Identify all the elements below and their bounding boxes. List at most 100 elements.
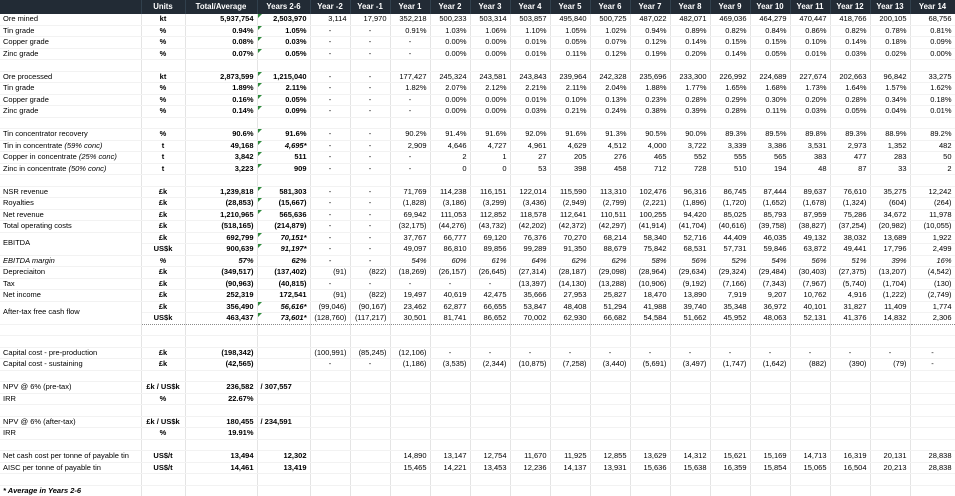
total-average-cell[interactable]: (518,165) xyxy=(185,220,258,233)
year-value-cell[interactable] xyxy=(470,473,511,486)
year-value-cell[interactable] xyxy=(750,439,791,451)
year-value-cell[interactable]: 14,713 xyxy=(790,450,831,463)
year-value-cell[interactable]: 2.21% xyxy=(510,82,551,95)
total-average-cell[interactable] xyxy=(185,473,258,486)
years-2-6-cell[interactable]: 0.05% xyxy=(257,48,311,60)
total-average-cell[interactable] xyxy=(185,117,258,129)
year-value-cell[interactable] xyxy=(350,450,391,463)
year-value-cell[interactable] xyxy=(670,117,711,129)
years-2-6-cell[interactable] xyxy=(257,439,311,451)
year-value-cell[interactable] xyxy=(310,404,351,417)
column-header-total-average[interactable]: Total/Average xyxy=(185,0,258,14)
year-value-cell[interactable]: 75,286 xyxy=(830,209,871,221)
year-value-cell[interactable]: (822) xyxy=(350,266,391,279)
year-value-cell[interactable] xyxy=(470,427,511,440)
year-value-cell[interactable]: 54% xyxy=(390,255,431,267)
year-value-cell[interactable]: (128,760) xyxy=(310,312,351,325)
year-value-cell[interactable] xyxy=(430,416,471,428)
year-value-cell[interactable]: 91.6% xyxy=(550,128,591,141)
year-value-cell[interactable] xyxy=(350,59,391,72)
year-value-cell[interactable]: (1,642) xyxy=(750,358,791,371)
year-value-cell[interactable]: (9,192) xyxy=(670,278,711,290)
unit-cell[interactable]: t xyxy=(141,140,186,152)
year-value-cell[interactable]: 52,131 xyxy=(790,312,831,325)
year-value-cell[interactable]: 40,619 xyxy=(430,289,471,302)
year-value-cell[interactable]: 0.14% xyxy=(830,36,871,49)
year-value-cell[interactable]: 53 xyxy=(510,163,551,175)
year-value-cell[interactable]: - xyxy=(350,151,391,164)
year-value-cell[interactable]: 4,961 xyxy=(510,140,551,152)
year-value-cell[interactable]: 0.81% xyxy=(910,25,955,37)
year-value-cell[interactable] xyxy=(590,117,631,129)
year-value-cell[interactable]: 227,674 xyxy=(790,71,831,83)
year-value-cell[interactable]: 0.12% xyxy=(630,36,671,49)
year-value-cell[interactable] xyxy=(310,117,351,129)
unit-cell[interactable]: US$k xyxy=(141,243,186,256)
row-label-zinc-in-concentrate[interactable]: Zinc in concentrate (50% conc) xyxy=(0,163,142,175)
row-label-spacer-8[interactable] xyxy=(0,439,142,451)
year-value-cell[interactable]: 4,646 xyxy=(430,140,471,152)
year-value-cell[interactable]: 54,584 xyxy=(630,312,671,325)
year-value-cell[interactable] xyxy=(710,59,751,72)
year-value-cell[interactable]: 85,793 xyxy=(750,209,791,221)
year-value-cell[interactable]: (7,967) xyxy=(790,278,831,290)
year-value-cell[interactable]: - xyxy=(390,278,431,290)
column-header-year-10[interactable]: Year 10 xyxy=(750,0,791,14)
year-value-cell[interactable]: (3,436) xyxy=(510,197,551,210)
row-label-nsr-revenue[interactable]: NSR revenue xyxy=(0,186,142,198)
year-value-cell[interactable]: 111,053 xyxy=(430,209,471,221)
years-2-6-cell[interactable] xyxy=(257,485,311,496)
year-value-cell[interactable] xyxy=(870,416,911,428)
year-value-cell[interactable]: (3,535) xyxy=(430,358,471,371)
total-average-cell[interactable]: 3,842 xyxy=(185,151,258,164)
year-value-cell[interactable]: 0.05% xyxy=(750,48,791,60)
year-value-cell[interactable]: 12,236 xyxy=(510,462,551,474)
year-value-cell[interactable] xyxy=(550,117,591,129)
year-value-cell[interactable] xyxy=(670,473,711,486)
year-value-cell[interactable] xyxy=(630,117,671,129)
year-value-cell[interactable]: (29,324) xyxy=(710,266,751,279)
years-2-6-cell[interactable]: 1,215,040 xyxy=(257,71,311,83)
year-value-cell[interactable]: - xyxy=(350,94,391,106)
unit-cell[interactable]: £k xyxy=(141,231,186,244)
year-value-cell[interactable]: 1.62% xyxy=(910,82,955,95)
unit-cell[interactable]: t xyxy=(141,151,186,164)
year-value-cell[interactable]: 398 xyxy=(550,163,591,175)
year-value-cell[interactable]: 51% xyxy=(830,255,871,267)
year-value-cell[interactable] xyxy=(430,473,471,486)
year-value-cell[interactable] xyxy=(750,174,791,187)
year-value-cell[interactable] xyxy=(470,174,511,187)
column-header-year-9[interactable]: Year 9 xyxy=(710,0,751,14)
year-value-cell[interactable] xyxy=(510,404,551,417)
year-value-cell[interactable]: 0.05% xyxy=(830,105,871,118)
years-2-6-cell[interactable]: 12,302 xyxy=(257,450,311,463)
row-label-irr-after-tax[interactable]: IRR xyxy=(0,427,142,440)
year-value-cell[interactable] xyxy=(430,117,471,129)
year-value-cell[interactable]: 0.82% xyxy=(830,25,871,37)
row-label-footnote[interactable]: * Average in Years 2-6 xyxy=(0,485,142,496)
row-label-spacer-7[interactable] xyxy=(0,404,142,417)
years-2-6-cell[interactable]: (15,667) xyxy=(257,197,311,210)
year-value-cell[interactable]: 20,213 xyxy=(870,462,911,474)
year-value-cell[interactable]: 0.14% xyxy=(710,48,751,60)
year-value-cell[interactable]: 25,827 xyxy=(590,289,631,302)
year-value-cell[interactable]: 28,838 xyxy=(910,462,955,474)
year-value-cell[interactable] xyxy=(550,404,591,417)
year-value-cell[interactable]: 15,465 xyxy=(390,462,431,474)
total-average-cell[interactable] xyxy=(185,485,258,496)
total-average-cell[interactable]: 49,168 xyxy=(185,140,258,152)
year-value-cell[interactable] xyxy=(670,324,711,336)
corner-header-cell[interactable] xyxy=(0,0,142,14)
year-value-cell[interactable] xyxy=(790,324,831,336)
year-value-cell[interactable]: (7,166) xyxy=(710,278,751,290)
year-value-cell[interactable]: 1.02% xyxy=(590,25,631,37)
year-value-cell[interactable] xyxy=(830,59,871,72)
year-value-cell[interactable] xyxy=(550,439,591,451)
unit-cell[interactable] xyxy=(141,404,186,417)
year-value-cell[interactable]: 96,842 xyxy=(870,71,911,83)
year-value-cell[interactable]: - xyxy=(470,278,511,290)
year-value-cell[interactable]: 52% xyxy=(710,255,751,267)
column-header-year-13[interactable]: Year 13 xyxy=(870,0,911,14)
year-value-cell[interactable] xyxy=(470,439,511,451)
year-value-cell[interactable] xyxy=(630,404,671,417)
